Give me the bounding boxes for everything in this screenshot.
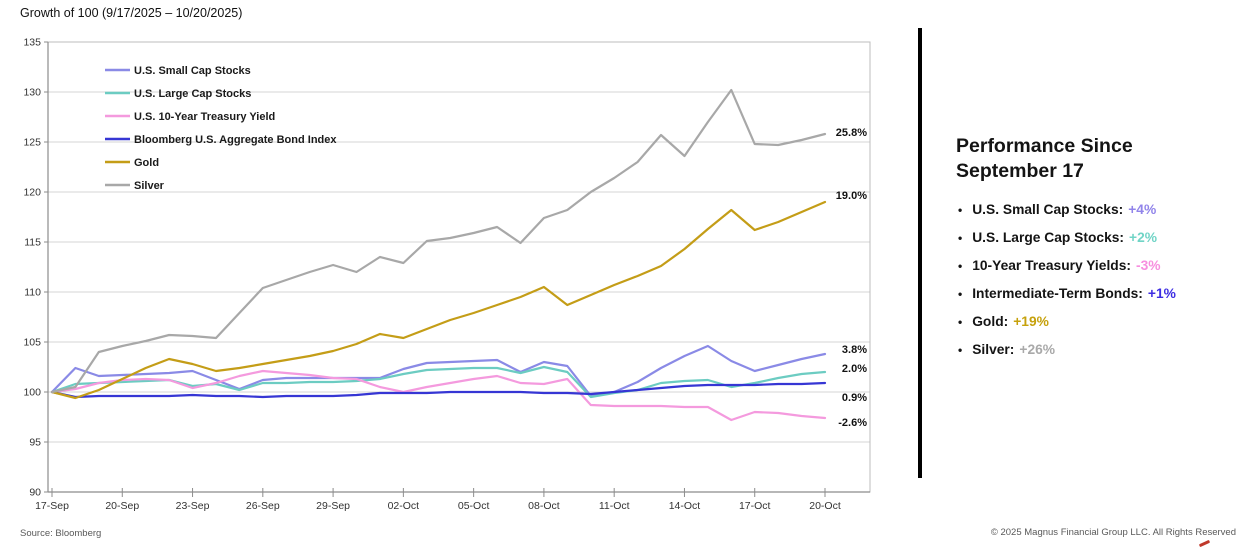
- end-label-u-s-small-cap-stocks: 3.8%: [842, 344, 867, 356]
- performance-item-label: Silver:: [972, 342, 1015, 357]
- legend-label-5: Gold: [134, 157, 159, 169]
- bullet-icon: •: [958, 287, 963, 301]
- panel-title-line1: Performance Since: [956, 135, 1133, 157]
- source-note: Source: Bloomberg: [20, 528, 102, 539]
- performance-item-value: +26%: [1019, 342, 1056, 357]
- growth-of-100-line-chart: 90 95 100 105 110 115 120 125 130 135 17-Sep 20-Sep…: [23, 37, 871, 512]
- y-tick-label-115: 115: [24, 237, 41, 249]
- x-tick-label-20-Oct: 20-Oct: [809, 500, 841, 512]
- performance-item-4: • Intermediate-Term Bonds: +1%: [956, 286, 1236, 301]
- legend-label-1: U.S. Small Cap Stocks: [134, 65, 251, 77]
- performance-item-6: • Silver: +26%: [956, 342, 1236, 357]
- panel-title: Performance Since September 17: [956, 134, 1236, 184]
- y-tick-label-105: 105: [23, 337, 41, 349]
- series-line-u-s-small-cap-stocks: [50, 344, 827, 398]
- copyright-note: © 2025 Magnus Financial Group LLC. All R…: [990, 527, 1236, 538]
- x-tick-label-17-Oct: 17-Oct: [739, 500, 771, 512]
- performance-item-value: +4%: [1128, 202, 1157, 217]
- end-label-gold: 19.0%: [836, 190, 867, 202]
- y-tick-label-125: 125: [23, 137, 41, 149]
- y-tick-label-100: 100: [23, 387, 41, 399]
- end-label-silver: 25.8%: [836, 127, 867, 139]
- end-label-u-s-10-year-treasury-yield: -2.6%: [838, 417, 867, 429]
- bullet-icon: •: [958, 315, 963, 329]
- red-logo-fragment: [1198, 539, 1211, 548]
- chart-title: Growth of 100 (9/17/2025 – 10/20/2025): [20, 6, 243, 20]
- y-tick-label-90: 90: [29, 487, 41, 499]
- series-line-bloomberg-u-s-aggregate-bond-index: [50, 381, 827, 399]
- performance-item-label: Gold:: [972, 314, 1009, 329]
- x-tick-label-08-Oct: 08-Oct: [528, 500, 560, 512]
- plot-border: [47, 41, 871, 493]
- legend-label-3: U.S. 10-Year Treasury Yield: [134, 111, 275, 123]
- x-tick-label-17-Sep: 17-Sep: [35, 500, 69, 512]
- bullet-icon: •: [958, 231, 963, 245]
- performance-list: • U.S. Small Cap Stocks: +4% • U.S. Large Ca…: [956, 202, 1236, 357]
- vertical-divider: [918, 28, 922, 478]
- end-label-bloomberg-u-s-aggregate-bond-index: 0.9%: [842, 392, 867, 404]
- performance-item-2: • U.S. Large Cap Stocks: +2%: [956, 230, 1236, 245]
- legend-label-6: Silver: [134, 180, 165, 192]
- y-tick-label-95: 95: [29, 437, 41, 449]
- performance-panel: Performance Since September 17 • U.S. Sma…: [956, 134, 1236, 370]
- performance-item-label: Intermediate-Term Bonds:: [972, 286, 1143, 301]
- y-tick-label-130: 130: [23, 87, 41, 99]
- x-tick-label-29-Sep: 29-Sep: [316, 500, 350, 512]
- x-tick-label-26-Sep: 26-Sep: [246, 500, 280, 512]
- performance-item-label: U.S. Small Cap Stocks:: [972, 202, 1124, 217]
- x-tick-label-11-Oct: 11-Oct: [599, 500, 630, 512]
- bullet-icon: •: [958, 259, 963, 273]
- performance-item-value: +2%: [1129, 230, 1158, 245]
- performance-item-label: U.S. Large Cap Stocks:: [972, 230, 1125, 245]
- x-tick-label-23-Sep: 23-Sep: [176, 500, 210, 512]
- x-tick-label-02-Oct: 02-Oct: [388, 500, 420, 512]
- performance-item-1: • U.S. Small Cap Stocks: +4%: [956, 202, 1236, 217]
- legend-label-2: U.S. Large Cap Stocks: [134, 88, 251, 100]
- y-tick-label-120: 120: [23, 187, 41, 199]
- x-tick-label-05-Oct: 05-Oct: [458, 500, 490, 512]
- y-tick-label-135: 135: [23, 37, 41, 49]
- panel-title-line2: September 17: [956, 160, 1084, 182]
- bullet-icon: •: [958, 203, 963, 217]
- series-line-u-s-10-year-treasury-yield: [50, 369, 827, 422]
- performance-item-5: • Gold: +19%: [956, 314, 1236, 329]
- bullet-icon: •: [958, 343, 963, 357]
- x-tick-label-20-Sep: 20-Sep: [105, 500, 139, 512]
- performance-item-label: 10-Year Treasury Yields:: [972, 258, 1131, 273]
- y-tick-label-110: 110: [24, 287, 41, 299]
- performance-item-3: • 10-Year Treasury Yields: -3%: [956, 258, 1236, 273]
- series-line-gold: [50, 200, 827, 400]
- legend-label-4: Bloomberg U.S. Aggregate Bond Index: [134, 134, 337, 146]
- performance-item-value: +1%: [1147, 286, 1176, 301]
- performance-item-value: +19%: [1013, 314, 1049, 329]
- x-tick-label-14-Oct: 14-Oct: [669, 500, 701, 512]
- end-label-u-s-large-cap-stocks: 2.0%: [842, 363, 867, 375]
- performance-item-value: -3%: [1135, 258, 1161, 273]
- series-line-silver: [50, 88, 827, 394]
